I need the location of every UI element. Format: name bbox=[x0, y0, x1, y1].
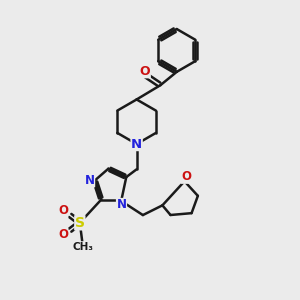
Text: O: O bbox=[140, 65, 150, 78]
Text: N: N bbox=[85, 174, 94, 187]
Text: N: N bbox=[131, 138, 142, 151]
Text: O: O bbox=[58, 228, 68, 241]
Text: N: N bbox=[116, 199, 127, 212]
Text: O: O bbox=[58, 204, 68, 218]
Text: S: S bbox=[75, 216, 85, 230]
Text: CH₃: CH₃ bbox=[72, 242, 93, 252]
Text: O: O bbox=[181, 170, 191, 183]
